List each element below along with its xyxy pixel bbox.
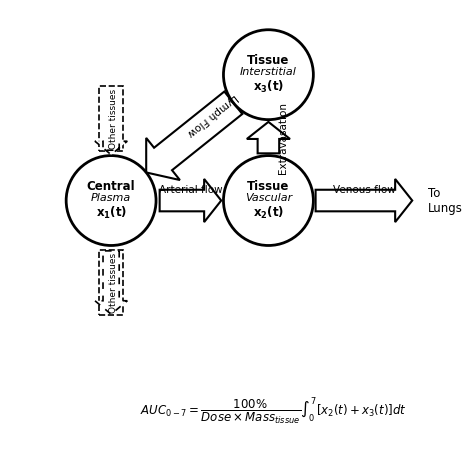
Text: To
Lungs: To Lungs (428, 187, 463, 215)
Polygon shape (95, 141, 128, 155)
Text: Arterial flow: Arterial flow (159, 185, 222, 195)
Text: $\mathbf{x_3(t)}$: $\mathbf{x_3(t)}$ (253, 79, 284, 95)
Text: $AUC_{0-7} = \dfrac{100\%}{Dose \times Mass_{tissue}}\int_0^7 \left[x_2(t) + x_3: $AUC_{0-7} = \dfrac{100\%}{Dose \times M… (139, 396, 406, 427)
Text: $\mathbf{x_2(t)}$: $\mathbf{x_2(t)}$ (253, 205, 284, 221)
Text: Extravasation: Extravasation (278, 101, 288, 174)
Text: Interstitial: Interstitial (240, 67, 297, 77)
Polygon shape (95, 251, 128, 314)
Polygon shape (316, 179, 412, 222)
Circle shape (223, 30, 313, 120)
Polygon shape (146, 91, 242, 180)
Polygon shape (160, 179, 221, 222)
Text: Venous flow: Venous flow (333, 185, 395, 195)
Text: $\mathbf{x_1(t)}$: $\mathbf{x_1(t)}$ (96, 205, 127, 221)
Text: Central: Central (87, 180, 136, 192)
Circle shape (66, 156, 156, 246)
Text: Plasma: Plasma (91, 193, 131, 203)
Circle shape (223, 156, 313, 246)
Polygon shape (247, 122, 290, 153)
Text: Lymph Flow: Lymph Flow (185, 92, 239, 138)
Text: Tissue: Tissue (247, 180, 290, 192)
Text: Other tissues: Other tissues (109, 88, 118, 149)
Text: Vascular: Vascular (245, 193, 292, 203)
Text: Tissue: Tissue (247, 54, 290, 67)
Text: Other tissues: Other tissues (109, 253, 118, 313)
